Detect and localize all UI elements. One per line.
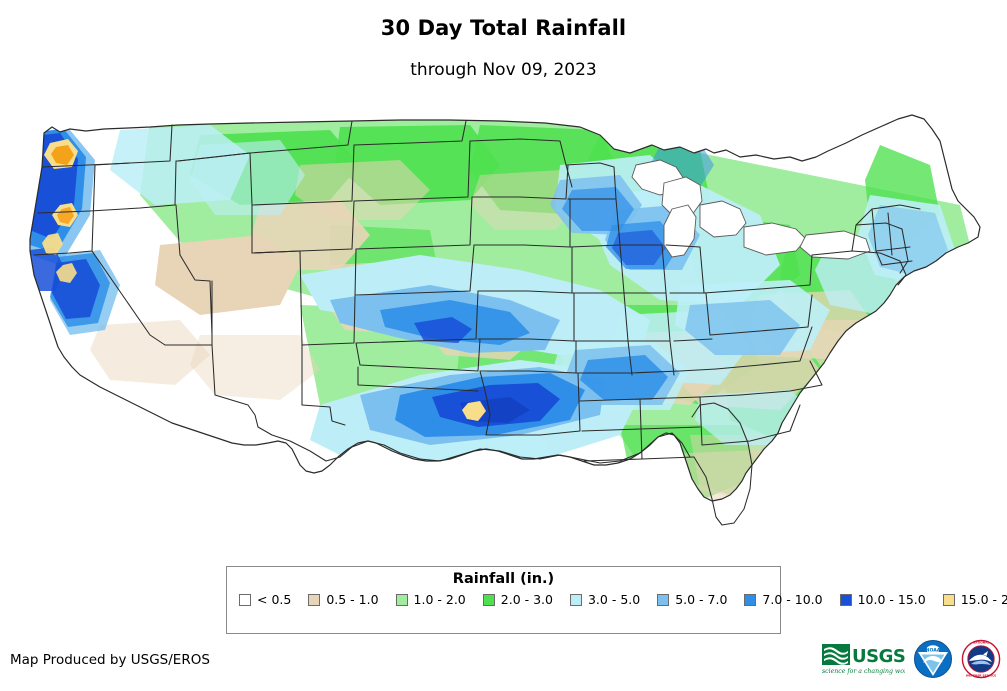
map-credit: Map Produced by USGS/EROS [10, 652, 210, 668]
legend-items: < 0.5 0.5 - 1.0 1.0 - 2.0 2.0 - 3.0 3.0 … [227, 591, 1007, 608]
great-lakes [631, 159, 871, 260]
svg-text:WEATHER SERVICE: WEATHER SERVICE [966, 674, 996, 678]
svg-text:science for a changing world: science for a changing world [822, 668, 905, 675]
legend-label: 10.0 - 15.0 [857, 592, 926, 607]
legend-title: Rainfall (in.) [452, 571, 555, 587]
legend-swatch [395, 593, 408, 606]
legend-item-10.0-15.0: 10.0 - 15.0 [839, 591, 926, 608]
legend-swatch [839, 593, 852, 606]
state-boundaries [29, 114, 981, 526]
legend-label: 3.0 - 5.0 [587, 592, 641, 607]
nws-logo: NATIONAL WEATHER SERVICE [961, 639, 1001, 679]
page-title: 30 Day Total Rainfall [380, 16, 627, 40]
page-subtitle: through Nov 09, 2023 [410, 60, 597, 80]
legend-label: 2.0 - 3.0 [500, 592, 553, 607]
legend-item-15.0-20.0: 15.0 - 20.0 [942, 591, 1007, 608]
rainfall-map-svg [29, 114, 981, 526]
legend-label: < 0.5 [257, 592, 292, 607]
map-raster-layer [30, 115, 980, 501]
svg-text:NOAA: NOAA [926, 647, 941, 653]
legend-swatch [482, 593, 495, 606]
legend-item-1.0-2.0: 1.0 - 2.0 [395, 591, 466, 608]
legend-item-2.0-3.0: 2.0 - 3.0 [482, 591, 553, 608]
legend-swatch [569, 593, 582, 606]
legend-item-lt-0.5: < 0.5 [239, 591, 291, 608]
legend-item-0.5-1.0: 0.5 - 1.0 [308, 591, 379, 608]
legend-swatch [308, 593, 321, 606]
usgs-logo: USGS science for a changing world [822, 644, 905, 675]
legend: Rainfall (in.) < 0.5 0.5 - 1.0 1.0 - 2.0… [226, 566, 1007, 634]
svg-text:USGS: USGS [852, 646, 905, 667]
legend-swatch [744, 593, 757, 606]
legend-label: 0.5 - 1.0 [326, 592, 379, 607]
legend-item-7.0-10.0: 7.0 - 10.0 [744, 591, 823, 608]
legend-item-3.0-5.0: 3.0 - 5.0 [569, 591, 641, 608]
legend-swatch [239, 593, 251, 606]
legend-swatch [942, 593, 955, 606]
legend-label: 5.0 - 7.0 [675, 592, 728, 607]
legend-label: 7.0 - 10.0 [762, 592, 823, 607]
legend-label: 1.0 - 2.0 [413, 592, 466, 607]
legend-label: 15.0 - 20.0 [960, 592, 1007, 607]
svg-text:NATIONAL: NATIONAL [973, 641, 990, 645]
rainfall-map [0, 105, 1007, 555]
agency-logos: USGS science for a changing world NOAA N… [821, 634, 1001, 684]
noaa-logo: NOAA [914, 640, 952, 678]
legend-item-5.0-7.0: 5.0 - 7.0 [657, 591, 727, 608]
legend-swatch [657, 593, 670, 606]
